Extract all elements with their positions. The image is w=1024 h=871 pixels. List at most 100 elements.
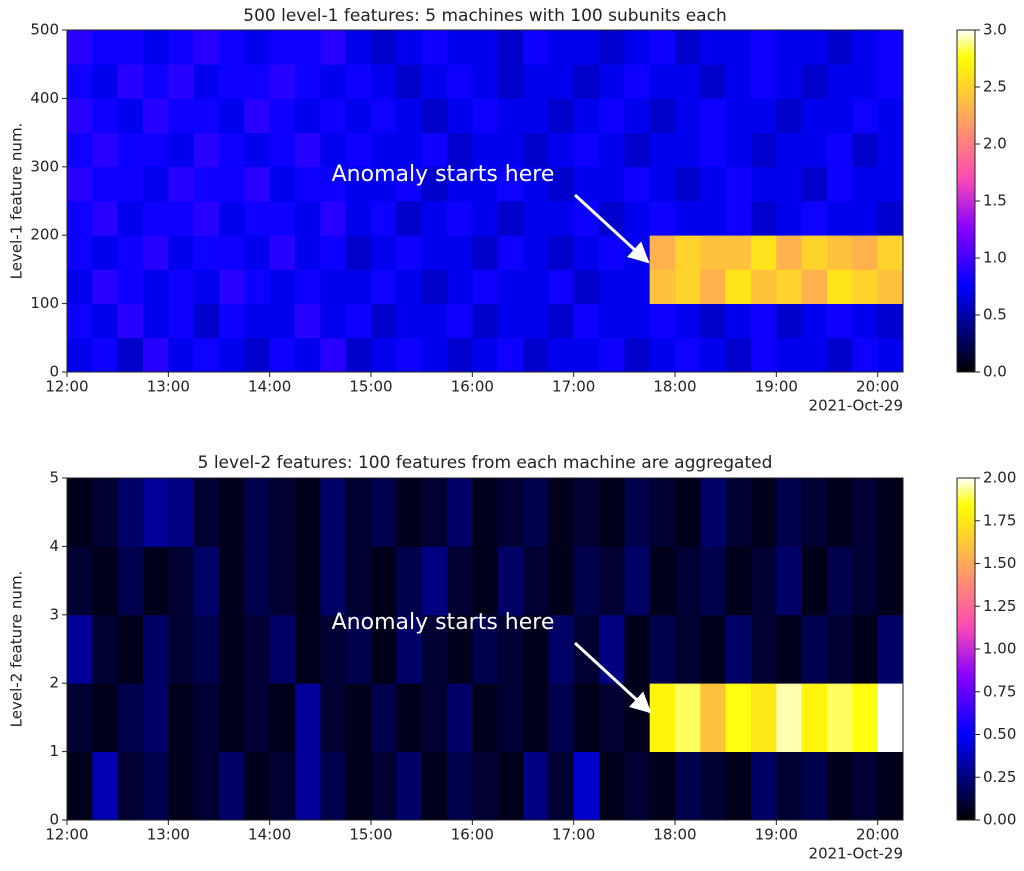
heatmap-cell (472, 235, 499, 270)
heatmap-cell (852, 30, 879, 65)
heatmap-cell (320, 337, 347, 373)
heatmap-cell (193, 235, 220, 270)
heatmap-cell (497, 132, 524, 168)
y-axis-label: Level-2 feature num. (8, 571, 26, 728)
heatmap-cell (447, 751, 473, 821)
heatmap-cell (219, 166, 245, 202)
x-tick-label: 12:00 (45, 826, 88, 844)
heatmap-cell (371, 98, 397, 133)
heatmap-cell (371, 201, 397, 236)
heatmap-cell (269, 30, 296, 65)
heatmap-cell (117, 546, 144, 616)
heatmap-cell (295, 166, 321, 202)
heatmap-cell (168, 30, 195, 65)
heatmap-cell (624, 166, 651, 202)
heatmap-cell (523, 64, 549, 99)
heatmap-cell (295, 269, 321, 304)
colorbar-tick-label: 0.00 (983, 811, 1016, 829)
heatmap-cell (117, 201, 144, 236)
heatmap-cell (573, 30, 600, 65)
heatmap-cell (472, 337, 499, 373)
heatmap-cell (143, 303, 169, 339)
y-tick-label: 500 (30, 21, 59, 39)
heatmap-cell (776, 751, 803, 821)
heatmap-cell (421, 64, 448, 99)
heatmap-cell (219, 64, 245, 99)
heatmap-cell (801, 132, 828, 168)
heatmap-cell (269, 478, 296, 547)
heatmap-cell (725, 614, 752, 684)
y-tick-label: 3 (49, 605, 59, 623)
heatmap-cell (877, 98, 904, 133)
heatmap-cell (599, 166, 625, 202)
heatmap-cell (67, 337, 93, 373)
heatmap-cell (675, 303, 701, 339)
heatmap-cell (877, 64, 904, 99)
heatmap-cell (497, 614, 524, 684)
heatmap-cell (751, 64, 777, 99)
heatmap-cell (497, 64, 524, 99)
heatmap-cell (67, 269, 93, 304)
colorbar-tick-label: 2.0 (983, 135, 1007, 153)
heatmap-cell (143, 683, 169, 752)
heatmap-cell (92, 201, 119, 236)
annotation-arrow (573, 641, 652, 714)
heatmap-cell (852, 166, 879, 202)
heatmap-cell (320, 303, 347, 339)
heatmap-cell (67, 478, 93, 547)
heatmap-cell (371, 30, 397, 65)
heatmap-cell (649, 478, 676, 547)
heatmap-cell (345, 166, 372, 202)
heatmap-cell (345, 478, 372, 547)
heatmap-cell (219, 478, 245, 547)
heatmap-cell (92, 683, 119, 752)
heatmap-cell (396, 478, 423, 547)
heatmap-cell (599, 64, 625, 99)
heatmap-cell (599, 478, 625, 547)
heatmap-cell (117, 751, 144, 821)
heatmap-cell (143, 337, 169, 373)
heatmap-cell (193, 614, 220, 684)
heatmap-cell (852, 303, 879, 339)
heatmap-cell (801, 30, 828, 65)
heatmap-cell (320, 98, 347, 133)
heatmap-cell (649, 30, 676, 65)
heatmap-cell (675, 683, 701, 752)
chart-title: 5 level-2 features: 100 features from ea… (198, 453, 773, 473)
heatmap-cell (877, 269, 904, 304)
x-tick-label: 19:00 (755, 378, 798, 396)
heatmap-cell (573, 235, 600, 270)
heatmap-cell (244, 235, 271, 270)
heatmap-cell (624, 269, 651, 304)
heatmap-cell (396, 614, 423, 684)
heatmap-cell (447, 201, 473, 236)
heatmap-cell (877, 30, 904, 65)
heatmap-cell (219, 303, 245, 339)
heatmap-cell (801, 478, 828, 547)
heatmap-cell (675, 98, 701, 133)
heatmap-cell (776, 614, 803, 684)
heatmap-cell (877, 201, 904, 236)
heatmap-cell (548, 98, 575, 133)
colorbar-tick-label: 1.00 (983, 640, 1016, 658)
heatmap-cell (295, 30, 321, 65)
colorbar (956, 477, 976, 821)
heatmap-cell (523, 478, 549, 547)
heatmap-cell (320, 683, 347, 752)
heatmap-cell (599, 269, 625, 304)
y-tick-label: 1 (49, 742, 59, 760)
heatmap-cell (143, 269, 169, 304)
heatmap-cell (751, 478, 777, 547)
heatmap-cell (447, 683, 473, 752)
heatmap-cell (548, 166, 575, 202)
heatmap-cell (168, 166, 195, 202)
heatmap-cell (117, 98, 144, 133)
heatmap-cell (675, 64, 701, 99)
heatmap-cell (371, 64, 397, 99)
chart-title: 500 level-1 features: 5 machines with 10… (243, 6, 726, 26)
colorbar-tick-label: 0.75 (983, 682, 1016, 700)
y-tick-label: 5 (49, 469, 59, 487)
heatmap-cell (523, 683, 549, 752)
colorbar-tick-label: 0.5 (983, 306, 1007, 324)
heatmap-cell (219, 132, 245, 168)
